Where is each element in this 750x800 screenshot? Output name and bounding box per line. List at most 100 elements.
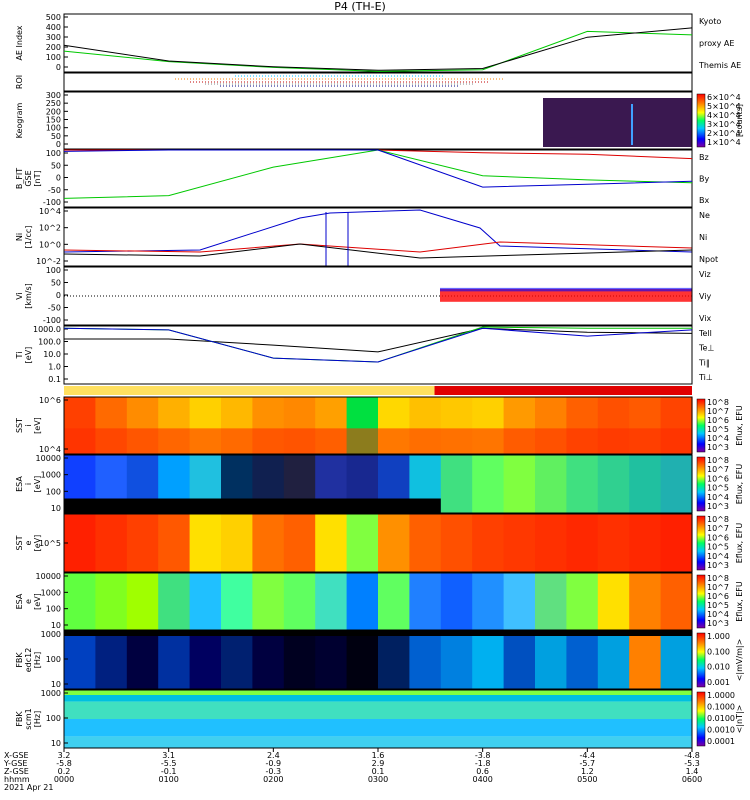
- y-tick-label: 50: [51, 161, 61, 170]
- x-row-value: 0200: [263, 775, 283, 784]
- panel-label: [Hz]: [33, 652, 42, 668]
- y-tick-label: 10: [51, 680, 61, 689]
- spectrogram-cell: [566, 631, 599, 689]
- colorbar-tick: 10^7: [707, 465, 729, 474]
- spectrogram-cell: [64, 514, 96, 572]
- series-bfit: [63, 149, 693, 199]
- panel-frame: [63, 454, 693, 514]
- colorbar-tick: 10^4: [707, 610, 729, 619]
- panel-label: scm1: [24, 708, 33, 729]
- y-tick-label: 50: [51, 132, 61, 141]
- panel-frame: [63, 149, 693, 208]
- series-line: [63, 30, 693, 72]
- colorbar-tick: 10^6: [707, 474, 729, 483]
- spectrogram-cell: [503, 514, 536, 572]
- series-line: [64, 327, 693, 353]
- y-tick-label: 10.0: [43, 350, 61, 359]
- panel-label: [eV]: [33, 535, 42, 552]
- fbk-scm-band-4: [64, 736, 692, 748]
- colorbar: [696, 691, 706, 747]
- spectrogram-cell: [378, 573, 410, 630]
- spectrogram-cell: [503, 631, 536, 689]
- spectrogram-cell: [660, 631, 693, 689]
- y-tick-label: 10000: [36, 454, 61, 463]
- panel-label: e: [24, 599, 33, 604]
- colorbar-tick: 10^7: [707, 524, 729, 533]
- spectrogram-cell: [660, 514, 693, 572]
- spectrogram-cell: [409, 631, 442, 689]
- spectrogram-cell: [64, 573, 96, 630]
- legend-entry: Themis AE: [698, 61, 741, 70]
- x-row-name: hhmm: [4, 775, 30, 784]
- legend-entry: Ti⊥: [698, 373, 713, 382]
- spectrogram-cell: [346, 631, 379, 689]
- colorbar-tick: 0.1000: [707, 703, 735, 712]
- x-row-value: 2.9: [372, 759, 385, 768]
- y-tick-label: 10: [51, 504, 61, 513]
- spectrogram-cell: [409, 514, 442, 572]
- fbk-edc-top-strip: [64, 631, 692, 636]
- colorbar-tick: 6×10^4: [707, 93, 741, 102]
- x-row-value: 0.2: [58, 767, 71, 776]
- panel-label: [eV]: [33, 417, 42, 434]
- y-tick-label: 1000: [41, 588, 61, 597]
- panel-frame: [63, 207, 693, 267]
- spectrogram-cell: [440, 573, 473, 630]
- y-tick-label: 100: [46, 149, 61, 158]
- panel-ti: Ti [eV] 1000.0 100.0 10.0 1.0 0.1 Tell Te⊥ Ti‖ Ti⊥: [15, 325, 714, 385]
- legend-entry: Viz: [699, 270, 711, 279]
- colorbar-tick: 10^3: [707, 443, 729, 452]
- colorbar-tick: 1×10^4: [707, 138, 741, 147]
- y-tick-label: 10^2: [39, 224, 61, 233]
- colorbar: [696, 632, 706, 688]
- x-row-name: Y-GSE: [3, 759, 27, 768]
- sst-ion-low-energy-band: [64, 428, 692, 454]
- spectrogram-cell: [221, 514, 253, 572]
- spectrogram-cell: [221, 573, 253, 630]
- y-tick-label: 1000: [41, 630, 61, 639]
- panel-label: FBK: [15, 652, 24, 668]
- ne-line: [63, 241, 693, 253]
- panel-label: [nT]: [33, 170, 42, 186]
- panel-label: Ti: [15, 352, 24, 360]
- fbk-scm-top-strip: [64, 690, 692, 695]
- colorbar-tick: 10^6: [707, 533, 729, 542]
- y-tick-label: 200: [46, 107, 61, 116]
- x-row-value: 3.1: [162, 751, 175, 760]
- y-tick-label: 200: [46, 43, 61, 52]
- spectrogram-cell: [252, 514, 285, 572]
- spectrogram-cell: [472, 573, 505, 630]
- x-row-value: 0400: [472, 775, 492, 784]
- y-tick-label: 10^0: [39, 240, 61, 249]
- colorbar-tick: 4×10^4: [707, 111, 741, 120]
- spectrogram-cell: [315, 573, 348, 630]
- x-row-value: 0000: [54, 775, 74, 784]
- colorbar: [696, 398, 706, 453]
- panel-frame: [63, 266, 693, 326]
- panel-label: AE Index: [15, 25, 24, 60]
- y-tick-label: 100: [46, 266, 61, 275]
- y-tick-label: 100: [46, 714, 61, 723]
- colorbar-unit: Eflux, EFU: [735, 523, 744, 564]
- legend-entry: Npot: [699, 255, 718, 264]
- spectrogram-cell: [629, 514, 662, 572]
- x-row-value: 0.6: [476, 767, 489, 776]
- spectrogram-cell: [597, 573, 630, 630]
- x-row-value: 1.6: [372, 751, 385, 760]
- y-tick-label: 10^4: [39, 445, 61, 454]
- spectrogram-cell: [629, 455, 662, 513]
- colorbar-tick: 10^3: [707, 502, 729, 511]
- spectrogram-cell: [440, 455, 473, 513]
- spectrogram-cell: [629, 631, 662, 689]
- y-tick-label: 100.0: [38, 338, 61, 347]
- panel-vi: Vi [km/s] 100 50 0 -50 -100 Viz Viy Vix: [15, 266, 712, 326]
- plot-title: P4 (TH-E): [334, 0, 386, 13]
- legend-entry: Viy: [699, 292, 712, 301]
- spectrogram-cell: [283, 631, 316, 689]
- spectrogram-cell: [472, 514, 505, 572]
- y-tick-label: 10^-2: [36, 257, 61, 266]
- spectrogram-cell: [597, 514, 630, 572]
- colorbar-tick: 0.0100: [707, 714, 735, 723]
- legend-entry: Vix: [699, 314, 712, 323]
